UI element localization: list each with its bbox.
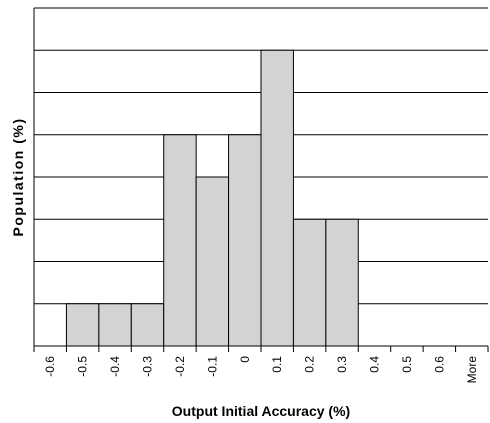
x-axis-title: Output Initial Accuracy (%) [172, 403, 350, 419]
x-ticks-group [33, 346, 489, 352]
x-tick-label: 0.1 [270, 356, 284, 373]
bar-0 [228, 134, 262, 347]
x-tick-label: 0.4 [368, 356, 382, 373]
x-tick-label: -0.3 [141, 356, 155, 377]
x-tick-label: 0.6 [432, 356, 446, 373]
y-axis-title: Population (%) [10, 118, 26, 237]
x-tick-label: 0.3 [335, 356, 349, 373]
x-tick-label: -0.2 [173, 356, 187, 377]
x-tick-label: -0.5 [76, 356, 90, 377]
x-tick-label: More [465, 356, 479, 384]
x-tick-label: 0.2 [303, 356, 317, 373]
x-tick-label: 0 [238, 356, 252, 363]
bar-0.1 [260, 49, 294, 347]
bar--0.1 [195, 176, 230, 347]
bar--0.5 [65, 303, 100, 347]
bar-0.2 [292, 218, 327, 347]
x-tick-label: -0.4 [108, 356, 122, 377]
bar--0.4 [98, 303, 132, 347]
bar--0.3 [130, 303, 165, 347]
x-tick-labels-group: -0.6 -0.5 -0.4 -0.3 -0.2 -0.1 0 0.1 0.2 0.3 0.4 0.5… [43, 356, 479, 384]
x-tick-label: -0.6 [43, 356, 57, 377]
bar-0.3 [325, 218, 359, 347]
x-tick-label: -0.1 [205, 356, 219, 377]
bars-group [65, 49, 359, 347]
x-tick-label: 0.5 [400, 356, 414, 373]
bar--0.2 [163, 134, 197, 347]
